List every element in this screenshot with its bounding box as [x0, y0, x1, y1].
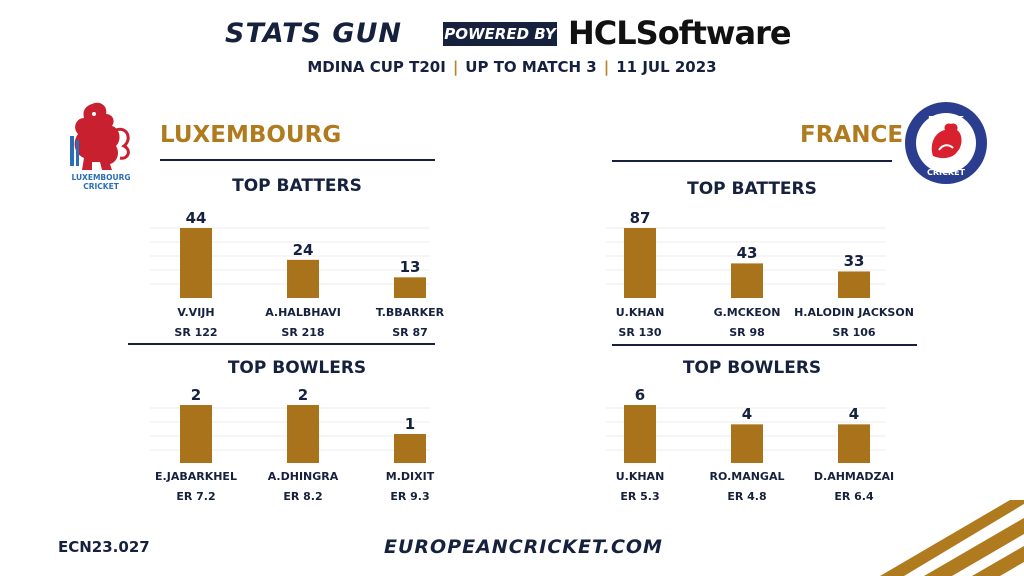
separator: | — [452, 58, 459, 76]
sponsor-logo: HCLSoftware — [568, 14, 792, 52]
player-name-label: A.HALBHAVI — [265, 306, 341, 319]
bar — [287, 405, 319, 463]
player-name-label: M.DIXIT — [385, 470, 435, 483]
divider — [612, 160, 892, 162]
player-name-label: U.KHAN — [615, 306, 665, 319]
subtitle: MDINA CUP T20I | UP TO MATCH 3 | 11 JUL 2023 — [0, 58, 1024, 76]
player-stat-label: ER 7.2 — [176, 490, 216, 503]
competition-name: MDINA CUP T20I — [307, 58, 446, 76]
bar-value-label: 1 — [404, 415, 416, 433]
header: STATS GUN POWERED BY HCLSoftware — [0, 14, 1024, 54]
bar-value-label: 4 — [741, 405, 753, 424]
luxembourg-cricket-logo: LUXEMBOURG CRICKET — [62, 100, 140, 192]
bar — [624, 228, 656, 298]
bar — [624, 405, 656, 463]
divider — [128, 343, 435, 345]
bar-value-label: 2 — [297, 386, 309, 404]
bar — [731, 263, 763, 298]
logo-text: CRICKET — [927, 168, 966, 177]
france-cricket-logo: FRANCE CRICKET — [903, 100, 989, 186]
player-name-label: T.BBARKER — [375, 306, 445, 319]
player-stat-label: ER 8.2 — [283, 490, 323, 503]
bar-value-label: 13 — [399, 258, 421, 277]
player-stat-label: ER 5.3 — [620, 490, 660, 503]
bar — [180, 228, 212, 298]
team-name-right: FRANCE — [800, 122, 904, 148]
player-stat-label: SR 106 — [832, 326, 876, 339]
section-title-batters-left: TOP BATTERS — [232, 176, 362, 196]
graphic-code: ECN23.027 — [58, 538, 150, 556]
website-link[interactable]: EUROPEANCRICKET.COM — [384, 536, 663, 558]
player-name-label: H.ALODIN JACKSON — [794, 306, 914, 319]
section-title-bowlers-right: TOP BOWLERS — [682, 358, 822, 378]
bar-value-label: 24 — [292, 240, 314, 259]
logo-text: FRANCE — [928, 115, 964, 124]
bar — [838, 424, 870, 463]
player-name-label: G.MCKEON — [713, 306, 781, 319]
player-name-label: RO.MANGAL — [709, 470, 785, 483]
bar-value-label: 33 — [843, 252, 865, 271]
bar — [731, 424, 763, 463]
stage-label: UP TO MATCH 3 — [465, 58, 597, 76]
bar — [394, 277, 426, 298]
player-name-label: U.KHAN — [615, 470, 665, 483]
bar-value-label: 87 — [629, 209, 651, 227]
section-title-batters-right: TOP BATTERS — [687, 179, 817, 199]
powered-by-badge: POWERED BY — [443, 22, 557, 46]
team-name-left: LUXEMBOURG — [160, 122, 342, 148]
player-name-label: D.AHMADZAI — [813, 470, 895, 483]
player-stat-label: SR 130 — [618, 326, 662, 339]
logo-text: CRICKET — [83, 182, 120, 191]
bar — [394, 434, 426, 463]
decorative-stripes — [880, 500, 1024, 576]
player-stat-label: SR 122 — [174, 326, 218, 339]
divider — [612, 344, 917, 346]
stats-gun-title: STATS GUN — [225, 18, 403, 49]
player-stat-label: ER 6.4 — [834, 490, 874, 503]
player-name-label: E.JABARKHEL — [155, 470, 237, 483]
player-stat-label: ER 9.3 — [390, 490, 430, 503]
bar — [180, 405, 212, 463]
bar-value-label: 2 — [190, 386, 202, 404]
bar-value-label: 43 — [736, 244, 758, 263]
date-label: 11 JUL 2023 — [616, 58, 717, 76]
bar-value-label: 6 — [634, 386, 646, 404]
logo-text: LUXEMBOURG — [71, 173, 130, 182]
player-stat-label: ER 4.8 — [727, 490, 767, 503]
divider — [160, 159, 435, 161]
player-stat-label: SR 218 — [281, 326, 325, 339]
bar — [838, 271, 870, 298]
section-title-bowlers-left: TOP BOWLERS — [227, 358, 367, 378]
player-stat-label: SR 87 — [392, 326, 428, 339]
bar-value-label: 4 — [848, 405, 860, 424]
bar — [287, 259, 319, 298]
separator: | — [603, 58, 610, 76]
player-name-label: V.VIJH — [177, 306, 215, 319]
player-name-label: A.DHINGRA — [267, 470, 339, 483]
bar-value-label: 44 — [185, 209, 207, 227]
player-stat-label: SR 98 — [729, 326, 765, 339]
